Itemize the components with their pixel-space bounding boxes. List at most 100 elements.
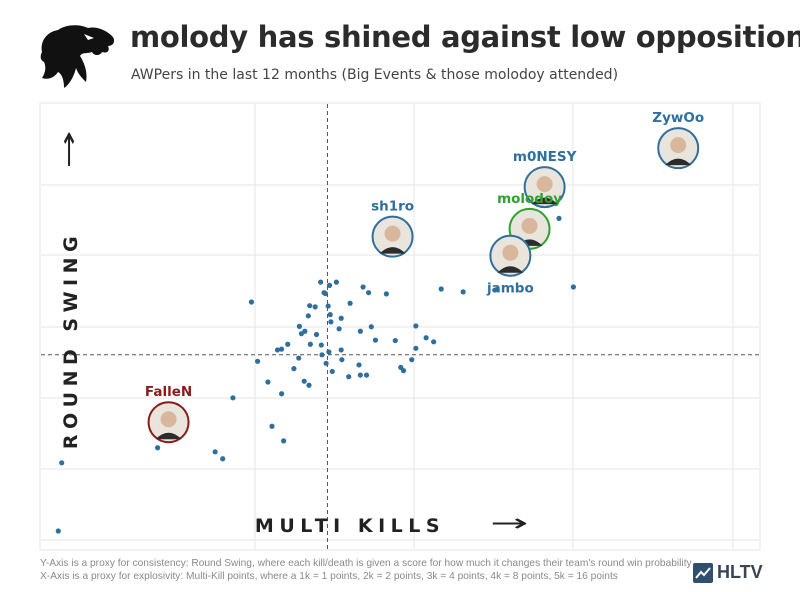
scatter-point [291, 366, 297, 372]
scatter-point [338, 347, 344, 353]
panther-logo-icon [36, 22, 118, 94]
scatter-point [360, 284, 366, 290]
avatar-shoulders [155, 432, 182, 440]
scatter-point [556, 215, 562, 221]
hltv-logo-icon [693, 562, 713, 583]
scatter-point [413, 323, 419, 329]
scatter-point [339, 357, 345, 363]
scatter-point [323, 360, 329, 366]
scatter-point [325, 303, 331, 309]
scatter-point [357, 328, 363, 334]
player-marker-jambo: jambo [486, 234, 534, 297]
avatar-head [502, 244, 519, 261]
scatter-point [319, 352, 325, 358]
avatar-head [536, 176, 553, 193]
scatter-point [338, 315, 344, 321]
x-axis-label: MULTI KILLS [255, 515, 445, 537]
data-points [55, 215, 576, 534]
scatter-point [220, 456, 226, 462]
scatter-point [269, 423, 275, 429]
scatter-point [346, 374, 352, 380]
scatter-point [212, 449, 218, 455]
scatter-point [265, 379, 271, 385]
player-marker-m0nesy: m0NESY [513, 149, 577, 209]
scatter-point [285, 341, 291, 347]
labeled-players: ZywOo m0NESY sh1ro molodoy jambo FalleN [145, 110, 704, 444]
scatter-point [400, 368, 407, 374]
scatter-point [326, 349, 332, 355]
scatter-point [278, 391, 285, 397]
scatter-point [438, 286, 444, 292]
scatter-point [356, 362, 362, 368]
player-marker-zywoo: ZywOo [652, 110, 704, 170]
scatter-point [357, 372, 363, 378]
scatter-point [318, 279, 324, 285]
scatter-point [301, 378, 307, 384]
avatar-head [521, 217, 538, 234]
avatar-shoulders [497, 266, 524, 273]
scatter-point [318, 342, 324, 348]
chart-subtitle: AWPers in the last 12 months (Big Events… [131, 67, 619, 83]
scatter-point [298, 331, 305, 337]
scatter-point [494, 286, 500, 293]
scatter-point [313, 331, 320, 338]
player-marker-sh1ro: sh1ro [371, 199, 414, 258]
scatter-point [312, 304, 318, 310]
player-label-jambo: jambo [486, 281, 534, 297]
scatter-point [59, 460, 65, 466]
scatter-point [347, 300, 353, 306]
footer-x-note: X-Axis is a proxy for explosivity: Multi… [40, 571, 618, 582]
scatter-point [281, 438, 287, 444]
scatter-point [306, 382, 312, 388]
player-label-molodoy: molodoy [497, 191, 562, 207]
y-axis-label: ROUND SWING [60, 231, 82, 449]
scatter-point [365, 290, 372, 296]
avatar-head [670, 137, 687, 154]
player-label-fallen: FalleN [145, 384, 192, 400]
scatter-point [460, 289, 466, 295]
y-axis-arrow: ↑ [59, 123, 79, 177]
avatar-shoulders [665, 158, 692, 166]
scatter-point [296, 323, 302, 329]
scatter-point [326, 282, 333, 288]
scatter-point [255, 358, 261, 364]
avatar-shoulders [379, 247, 406, 254]
scatter-point [274, 347, 281, 353]
scatter-point [423, 335, 429, 341]
axis-labels: MULTI KILLS → ROUND SWING ↑ [59, 123, 528, 537]
scatter-point [296, 355, 302, 361]
scatter-point [329, 368, 335, 375]
x-axis-arrow: → [490, 509, 528, 537]
scatter-point [392, 337, 398, 344]
scatter-point [248, 299, 255, 305]
scatter-point [336, 326, 342, 332]
hltv-logo-text: HLTV [717, 562, 763, 582]
scatter-point [155, 445, 161, 451]
scatter-point [570, 284, 576, 290]
scatter-point [368, 324, 374, 330]
scatter-point [383, 291, 389, 297]
scatter-point [230, 395, 236, 401]
scatter-point [278, 346, 285, 352]
scatter-point [363, 372, 370, 378]
scatter-point [328, 319, 334, 325]
hltv-brand: HLTV [693, 562, 763, 583]
player-label-m0nesy: m0NESY [513, 149, 577, 165]
avatar-shoulders [531, 197, 558, 205]
reference-lines [41, 104, 759, 549]
scatter-point [327, 312, 333, 318]
player-label-sh1ro: sh1ro [371, 199, 414, 215]
scatter-point [322, 290, 329, 297]
scatter-point [372, 337, 379, 343]
chart-title: molody has shined against low opposition [130, 20, 800, 54]
scatter-point [409, 357, 415, 363]
footer-y-note: Y-Axis is a proxy for consistency: Round… [40, 558, 692, 569]
avatar-head [160, 411, 177, 428]
scatter-point [305, 313, 311, 319]
scatter-point [413, 345, 419, 351]
player-label-zywoo: ZywOo [652, 110, 704, 126]
scatter-point [333, 279, 339, 285]
scatter-point [55, 528, 61, 534]
scatter-point [431, 339, 437, 345]
scatter-point [307, 341, 313, 347]
